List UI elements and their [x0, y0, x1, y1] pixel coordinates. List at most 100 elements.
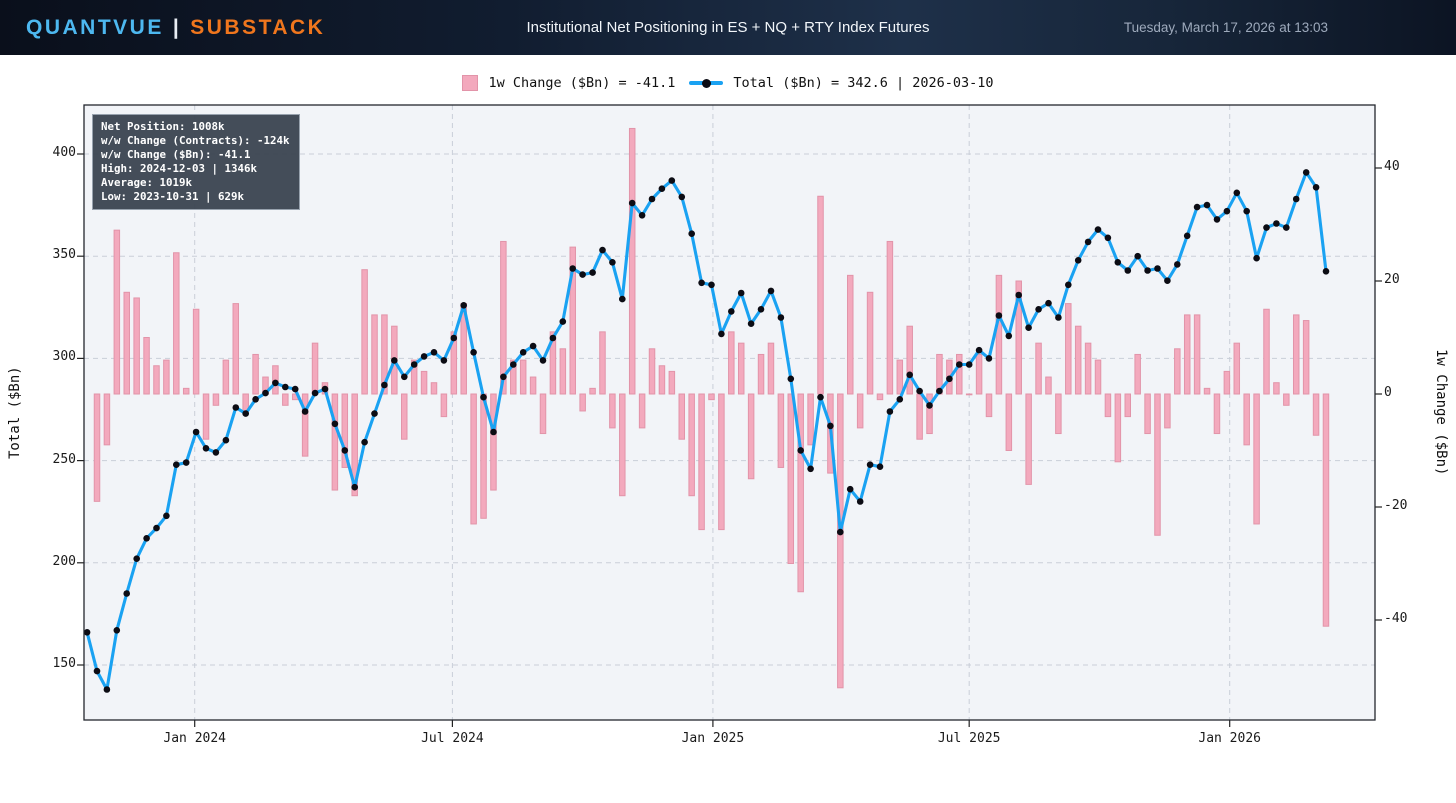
data-point — [539, 357, 547, 364]
change-bar — [341, 393, 349, 468]
change-bar — [896, 359, 904, 395]
data-point — [936, 387, 943, 395]
data-point — [361, 438, 368, 446]
change-bar — [688, 393, 695, 497]
change-bar — [757, 353, 765, 395]
data-point — [212, 449, 220, 456]
info-ww-change-bn: w/w Change ($Bn): -41.1 — [101, 147, 251, 161]
stats-info-box: Net Position: 1008k w/w Change (Contract… — [92, 114, 300, 211]
data-point — [460, 302, 468, 309]
data-point — [797, 447, 804, 454]
data-point — [886, 408, 894, 415]
y-right-tick-label: 20 — [1384, 272, 1400, 287]
brand-quantvue: QUANTVUE — [26, 15, 164, 39]
data-point — [856, 498, 864, 505]
data-point — [737, 289, 745, 297]
change-bar — [648, 348, 656, 395]
data-point — [1273, 220, 1280, 227]
info-average: Average: 1019k — [101, 175, 193, 189]
data-point — [301, 408, 309, 415]
change-bar — [797, 393, 804, 593]
change-bar — [1084, 342, 1092, 395]
change-bar — [500, 240, 507, 395]
data-point — [222, 436, 230, 444]
change-bar — [549, 331, 557, 395]
data-point — [579, 271, 586, 278]
change-bar — [133, 297, 140, 395]
data-point — [420, 353, 428, 360]
change-bar — [638, 393, 646, 429]
data-point — [123, 590, 130, 597]
data-point — [1253, 254, 1260, 262]
data-point — [747, 320, 755, 328]
change-bar — [420, 370, 428, 395]
data-point — [1223, 207, 1231, 215]
data-point — [1302, 169, 1310, 176]
change-bar — [93, 393, 101, 502]
change-bar — [331, 393, 339, 491]
data-point — [1243, 207, 1250, 215]
change-bar — [856, 393, 864, 429]
change-bar — [440, 393, 448, 418]
change-bar — [123, 291, 130, 395]
change-bar — [430, 382, 438, 395]
data-point — [817, 393, 824, 401]
change-bar — [1183, 314, 1191, 395]
y-right-tick-label: 40 — [1384, 159, 1400, 174]
change-bar — [510, 359, 517, 395]
x-tick-label: Jan 2025 — [681, 731, 745, 746]
data-point — [767, 287, 775, 295]
data-point — [321, 385, 329, 393]
change-bar — [906, 325, 913, 395]
data-point — [965, 361, 973, 368]
change-bar — [995, 274, 1003, 395]
data-point — [1312, 184, 1320, 191]
data-point — [1055, 314, 1062, 321]
change-bar — [1045, 376, 1052, 395]
change-bar — [1233, 342, 1241, 395]
data-point — [1134, 252, 1141, 260]
data-point — [698, 279, 705, 287]
change-bar — [1114, 393, 1122, 463]
data-point — [916, 387, 923, 395]
data-point — [926, 402, 933, 409]
bar-swatch-icon — [462, 75, 479, 91]
change-bar — [301, 393, 309, 457]
change-bar — [817, 195, 824, 395]
change-bar — [777, 393, 785, 468]
change-bar — [202, 393, 210, 440]
change-bar — [1322, 393, 1330, 627]
left-axis-title: Total ($Bn) — [7, 366, 23, 459]
data-point — [1094, 226, 1102, 233]
data-point — [282, 383, 289, 391]
data-point — [946, 375, 953, 383]
data-point — [658, 185, 666, 192]
data-point — [876, 463, 884, 471]
data-point — [113, 627, 121, 634]
data-point — [1154, 265, 1161, 272]
change-bar — [767, 342, 775, 395]
data-point — [1114, 259, 1122, 266]
brand-substack: SUBSTACK — [190, 15, 326, 39]
change-bar — [1273, 382, 1280, 395]
change-bar — [599, 331, 606, 395]
change-bar — [232, 303, 240, 395]
data-point — [827, 422, 834, 430]
y-left-tick-label: 200 — [52, 553, 76, 569]
change-bar — [1015, 280, 1022, 395]
change-bar — [837, 393, 844, 689]
data-point — [182, 459, 190, 466]
change-bar — [1094, 359, 1102, 395]
change-bar — [975, 353, 983, 395]
y-left-tick-label: 400 — [52, 145, 76, 160]
data-point — [1025, 324, 1032, 332]
change-bar — [678, 393, 686, 440]
change-bar — [480, 393, 487, 519]
change-bar — [222, 359, 230, 395]
data-point — [1283, 224, 1290, 231]
data-point — [609, 259, 616, 266]
change-bar — [1253, 393, 1260, 525]
x-tick-label: Jan 2024 — [163, 731, 227, 746]
legend-line-label: Total ($Bn) = 342.6 | 2026-03-10 — [733, 75, 994, 91]
x-tick-label: Jul 2024 — [421, 731, 484, 746]
